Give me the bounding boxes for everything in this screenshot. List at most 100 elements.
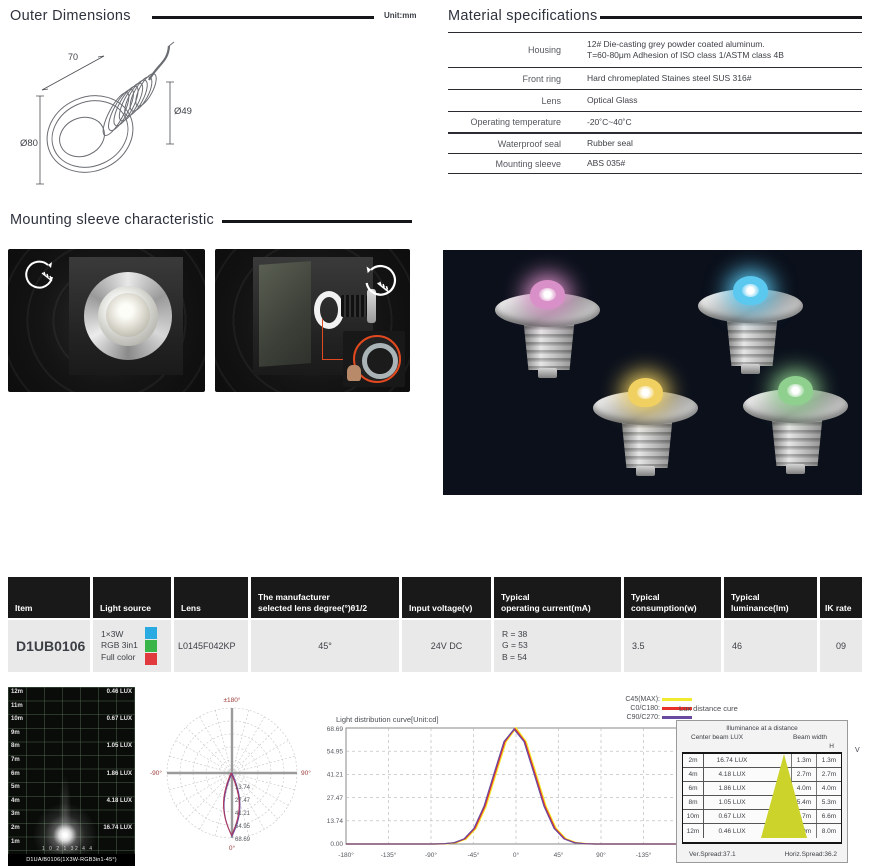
x-tick: -135° xyxy=(636,851,652,859)
spec-col-consumption: Typical consumption(w) 3.5 xyxy=(624,577,721,672)
unit-label: Unit:mm xyxy=(384,11,417,20)
current-value: R = 38 G = 53 B = 54 xyxy=(494,620,621,672)
mounting-photo-install xyxy=(215,249,410,392)
ms-row-front-ring: Front ring Hard chromeplated Staines ste… xyxy=(448,68,862,89)
col-header: Input voltage(v) xyxy=(402,577,491,618)
light-source-cell: 1×3W RGB 3in1 Full color xyxy=(93,620,171,672)
center-beam-lux: 16.74 LUX xyxy=(716,757,748,764)
lux-col-left: Center beam LUX xyxy=(691,734,744,741)
lux-label: 0.67 LUX xyxy=(106,716,132,723)
y-tick: 68.69 xyxy=(327,726,344,733)
beam-distance-image: 12m 11m 10m 9m 8m 7m 6m 5m 4m 3m 2m 1m 0… xyxy=(8,687,135,866)
ms-label: Housing xyxy=(527,45,561,55)
distance: 6m xyxy=(683,782,704,795)
mounting-title: Mounting sleeve characteristic xyxy=(10,212,215,228)
y-tick: 41.21 xyxy=(327,772,344,779)
y-tick: 13.74 xyxy=(327,818,344,825)
light-connector xyxy=(636,466,655,476)
col-header: Item xyxy=(8,577,90,618)
light-body xyxy=(523,322,575,370)
lux-row: 4m 4.18 LUX 2.7m 2.7m xyxy=(683,768,841,782)
lux-header: Illuminance at a distance xyxy=(726,725,798,732)
spec-col-item: Item D1UB0106 xyxy=(8,577,90,672)
polar-right-label: 90° xyxy=(301,769,311,777)
distance-label: 5m xyxy=(11,784,20,791)
sleeve-closeup xyxy=(362,343,398,379)
lux-label: 1.86 LUX xyxy=(106,770,132,777)
x-tick: 90° xyxy=(596,851,606,859)
distance-label: 9m xyxy=(11,729,20,736)
light-dome-pink xyxy=(530,280,565,309)
distribution-plot: 68.69 54.95 41.21 27.47 13.74 0.00 -180°… xyxy=(327,726,692,859)
lux-rows: 2m 16.74 LUX 1.3m 1.3m 4m 4.18 LUX 2.7m … xyxy=(682,752,842,844)
col-header: Typical luminance(lm) xyxy=(724,577,817,618)
beam-width-v: 5.3m xyxy=(816,796,841,809)
ms-row-operating-temp: Operating temperature -20˚C~40˚C xyxy=(448,112,862,132)
center-beam-lux: 0.67 LUX xyxy=(718,813,746,820)
light-green xyxy=(743,376,848,476)
spec-col-voltage: Input voltage(v) 24V DC xyxy=(402,577,491,672)
dim-right-label: Ø49 xyxy=(174,106,192,117)
spec-col-ik: IK rate 09 xyxy=(820,577,862,672)
ms-label: Waterproof seal xyxy=(497,138,561,149)
x-tick: 45° xyxy=(554,851,564,859)
light-dome-yellow xyxy=(628,378,663,407)
spec-col-light-source: Light source 1×3W RGB 3in1 Full color xyxy=(93,577,171,672)
lux-row: 8m 1.05 LUX 5.4m 5.3m xyxy=(683,796,841,810)
outer-dimensions-title: Outer Dimensions xyxy=(10,8,131,24)
distance-label: 1m xyxy=(11,838,20,845)
y-tick: 0.00 xyxy=(330,841,343,848)
distance-label: 3m xyxy=(11,811,20,818)
ms-label: Operating temperature xyxy=(470,117,561,127)
light-blue xyxy=(698,276,803,376)
col-header: Typical operating current(mA) xyxy=(494,577,621,618)
distance-label: 10m xyxy=(11,716,24,723)
radial-tick: 54.95 xyxy=(235,824,251,830)
beam-caption: D1UA/B0106(1X3W-RGB3in1-45°) xyxy=(8,854,135,866)
material-specs-rule xyxy=(600,16,862,19)
lux-distance-table: Illuminance at a distance Center beam LU… xyxy=(676,720,848,863)
swatch-green xyxy=(144,640,157,652)
x-tick: -180° xyxy=(338,851,354,859)
material-specs-title: Material specifications xyxy=(448,8,598,24)
light-connector xyxy=(741,364,760,374)
center-beam-lux: 4.18 LUX xyxy=(718,771,746,778)
hand xyxy=(347,365,361,381)
distance-label: 11m xyxy=(11,702,23,709)
polar-left-label: -90° xyxy=(150,769,162,777)
beam-width-v: 6.6m xyxy=(816,810,841,823)
x-tick: -45° xyxy=(468,851,480,859)
distance-label: 12m xyxy=(11,689,24,695)
col-header: Light source xyxy=(93,577,171,618)
distance-label: 6m xyxy=(11,770,20,777)
ik-value: 09 xyxy=(820,620,862,672)
polar-bottom-label: 0° xyxy=(229,844,236,852)
item-value: D1UB0106 xyxy=(8,620,90,672)
lux-h-header: H xyxy=(829,743,834,750)
ms-value: -20˚C~40˚C xyxy=(587,116,632,127)
distance: 10m xyxy=(683,810,704,823)
luminance-value: 46 xyxy=(724,620,817,672)
lux-label: 0.46 LUX xyxy=(106,689,132,695)
col-header: The manufacturer selected lens degree(°)… xyxy=(251,577,399,618)
ms-row-housing: Housing 12# Die-casting grey powder coat… xyxy=(448,33,862,67)
ms-label: Lens xyxy=(541,95,561,106)
light-body xyxy=(771,418,823,466)
horiz-spread: Horiz.Spread:36.2 xyxy=(784,851,837,858)
fixture-flange xyxy=(367,289,376,323)
glass-dome xyxy=(106,293,150,337)
x-tick: 0° xyxy=(513,851,520,859)
inset-photo xyxy=(343,331,405,387)
mounting-rule xyxy=(222,220,412,223)
dim-left-label: Ø80 xyxy=(20,138,38,149)
swatch-red xyxy=(144,653,157,665)
col-header: Lens xyxy=(174,577,248,618)
lux-row: 10m 0.67 LUX 6.7m 6.6m xyxy=(683,810,841,824)
mounting-photo-front xyxy=(8,249,205,392)
beam-x-ticks: 1 0 2 1 32 4 4 xyxy=(42,846,94,852)
ms-value: Rubber seal xyxy=(587,138,633,149)
legend-label: C90/C270: xyxy=(626,714,660,721)
ms-divider xyxy=(448,153,862,154)
light-body xyxy=(621,420,673,468)
